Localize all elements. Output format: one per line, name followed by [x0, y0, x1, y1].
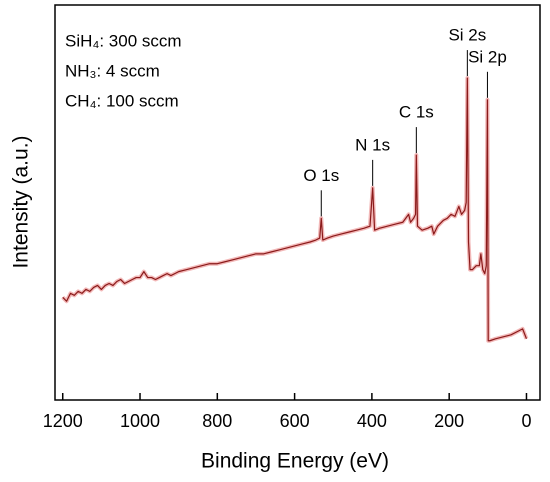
annotation-label: O 1s [303, 166, 339, 185]
x-tick-label: 600 [280, 411, 310, 431]
x-axis-title: Binding Energy (eV) [201, 450, 389, 473]
annotation-label: C 1s [399, 103, 434, 122]
y-axis-title: Intensity (a.u.) [10, 135, 33, 268]
x-tick-label: 200 [434, 411, 464, 431]
x-tick-label: 800 [202, 411, 232, 431]
note: SiH₄: 300 sccm [65, 31, 182, 50]
line-halo [61, 76, 529, 343]
line [62, 77, 528, 342]
annotation-label: Si 2s [448, 26, 486, 45]
note: NH₃: 4 sccm [65, 61, 160, 80]
x-tick-label: 1000 [120, 411, 160, 431]
note: CH₄: 100 sccm [65, 91, 179, 110]
x-tick-label: 1200 [43, 411, 83, 431]
x-tick-label: 400 [357, 411, 387, 431]
x-tick-label: 0 [521, 411, 531, 431]
annotation-label: Si 2p [468, 47, 507, 66]
plot-frame [54, 4, 541, 401]
annotation-label: N 1s [355, 135, 390, 154]
